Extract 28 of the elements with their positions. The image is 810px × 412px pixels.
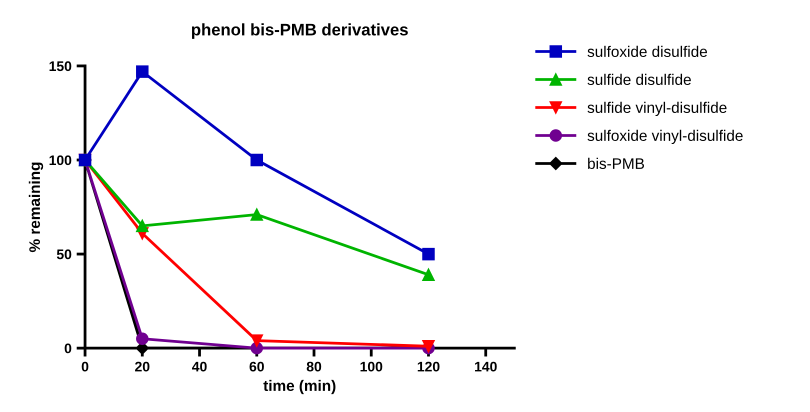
x-tick-label: 60 (250, 362, 264, 372)
legend-label: sulfoxide disulfide (588, 46, 708, 58)
y-tick-label: 0 (64, 343, 72, 354)
point (136, 65, 149, 78)
legend-label: sulfide vinyl-disulfide (588, 102, 727, 116)
point (136, 220, 149, 232)
x-tick-label: 40 (192, 362, 207, 372)
point (250, 208, 264, 221)
point (422, 248, 435, 260)
x-tick-label: 0 (82, 362, 88, 372)
point (250, 154, 264, 166)
x-tick-label: 120 (418, 362, 440, 372)
x-tick-label: 140 (475, 362, 497, 372)
legend-label: sulfoxide vinyl-disulfide (588, 130, 743, 144)
x-axis-title: time (min) (263, 380, 336, 394)
x-tick-label: 20 (135, 362, 150, 372)
y-axis-title: % remaining (28, 162, 44, 252)
y-tick-label: 150 (50, 61, 72, 72)
point (136, 332, 149, 345)
legend-label: sulfide disulfide (588, 74, 691, 86)
point (422, 268, 435, 282)
x-tick-label: 100 (360, 362, 382, 372)
y-tick-label: 100 (50, 155, 72, 166)
y-tick-label: 50 (56, 249, 72, 260)
legend-label: bis-PMB (588, 158, 644, 169)
x-tick-label: 80 (306, 362, 322, 372)
point (250, 334, 264, 347)
chart-title: phenol bis-PMB derivatives (192, 23, 408, 39)
